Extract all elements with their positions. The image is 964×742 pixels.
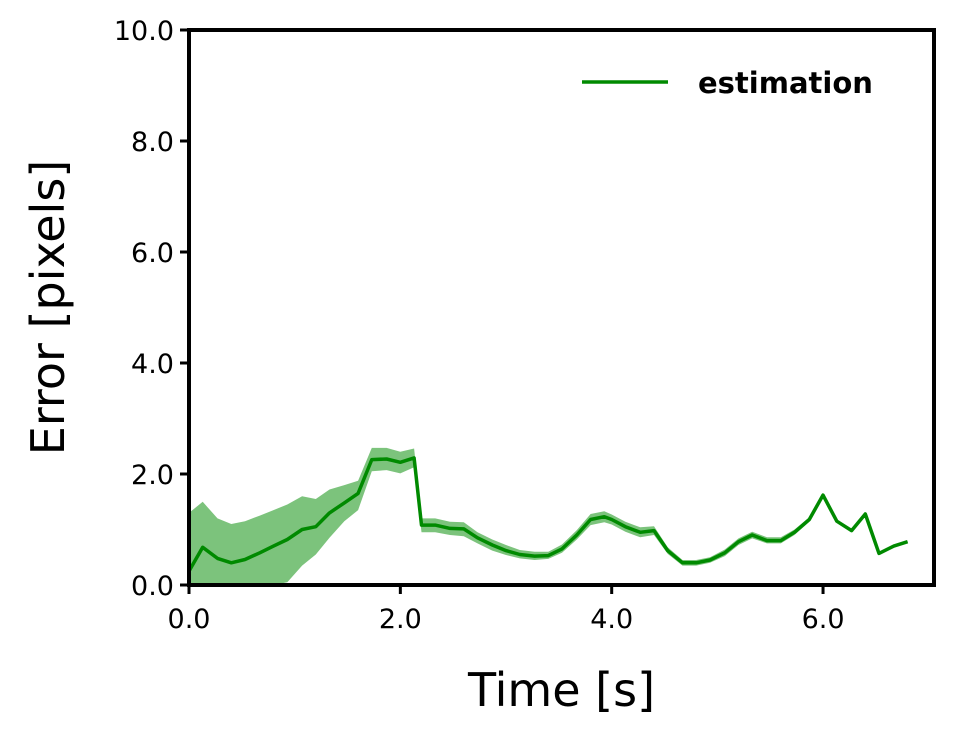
x-tick-label: 4.0 (590, 604, 633, 635)
y-axis-ticks: 0.0 2.0 4.0 6.0 8.0 10.0 (114, 16, 189, 602)
series-line-layer (189, 456, 909, 572)
x-tick-label: 6.0 (802, 604, 845, 635)
x-tick-label: 2.0 (379, 604, 422, 635)
y-tick-label: 6.0 (131, 238, 174, 269)
y-tick-label: 2.0 (131, 460, 174, 491)
legend-label-estimation: estimation (698, 66, 873, 100)
y-tick-label: 0.0 (131, 571, 174, 602)
plot-frame (187, 28, 936, 587)
confidence-band-layer (189, 447, 908, 585)
confidence-band-estimation (189, 447, 908, 585)
x-axis-ticks: 0.0 2.0 4.0 6.0 (168, 585, 845, 635)
legend: estimation (582, 66, 873, 100)
series-line-estimation (189, 456, 909, 572)
y-axis-title: Error [pixels] (21, 160, 75, 455)
y-tick-label: 4.0 (131, 349, 174, 380)
x-axis-title: Time [s] (467, 663, 655, 717)
y-tick-label: 10.0 (114, 16, 174, 47)
y-tick-label: 8.0 (131, 127, 174, 158)
x-tick-label: 0.0 (168, 604, 211, 635)
